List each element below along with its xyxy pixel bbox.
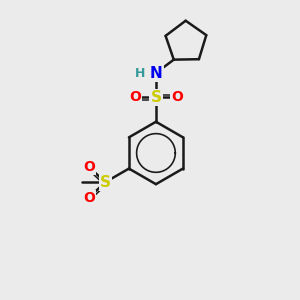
Text: N: N — [150, 65, 162, 80]
Text: O: O — [83, 160, 95, 174]
Text: O: O — [129, 90, 141, 104]
Text: O: O — [83, 191, 95, 205]
Text: O: O — [171, 90, 183, 104]
Text: H: H — [135, 67, 146, 80]
Text: S: S — [100, 175, 111, 190]
Text: S: S — [150, 90, 161, 105]
